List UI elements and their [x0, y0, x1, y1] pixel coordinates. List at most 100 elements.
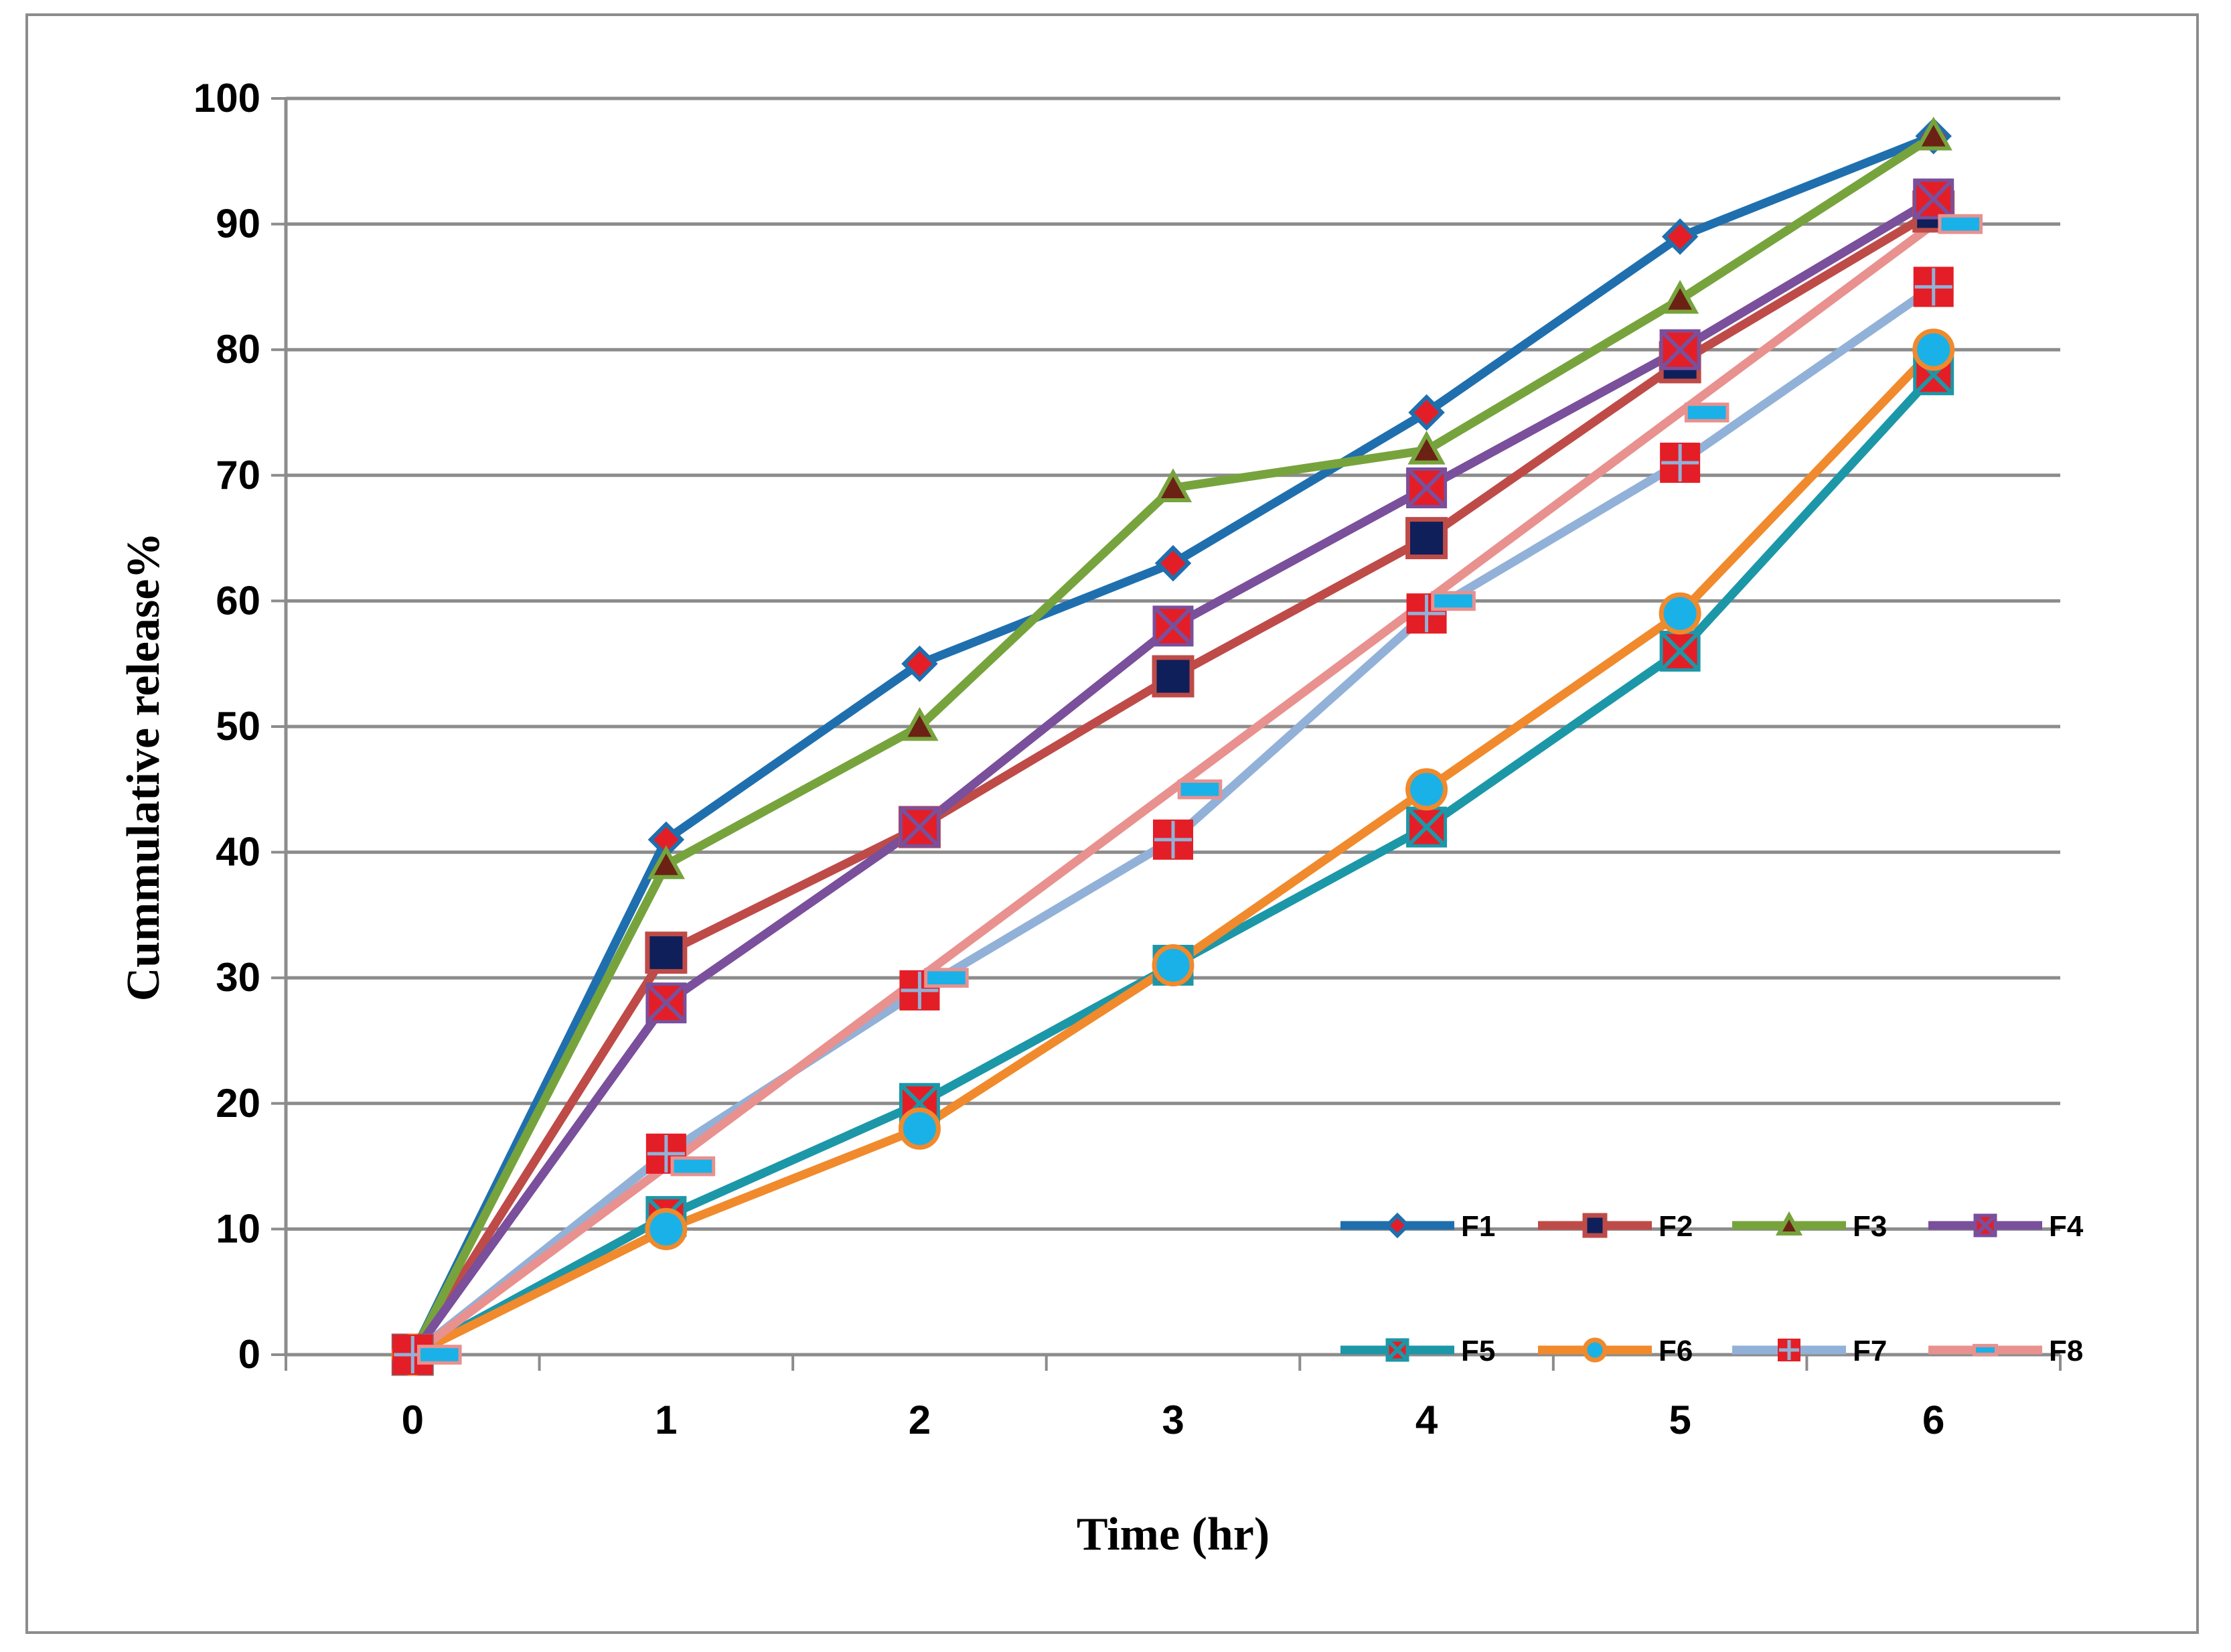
y-tick-label: 40: [216, 830, 260, 875]
data-point-F6-3: [1152, 944, 1195, 986]
series-line-F5: [408, 370, 1938, 1359]
series-markers-F4: [392, 178, 1954, 1375]
data-point-F3-6: [1914, 117, 1952, 151]
series-markers-F5: [392, 354, 1954, 1375]
data-point-F3-5: [1661, 279, 1699, 314]
data-point-F1-3: [1154, 544, 1192, 582]
data-point-F2-3: [1152, 655, 1195, 698]
x-tick-label: 3: [1162, 1398, 1184, 1442]
data-point-F6-5: [1659, 592, 1701, 635]
data-point-F8-1: [670, 1156, 716, 1177]
legend-marker-F3: [1775, 1211, 1803, 1235]
data-point-F6-2: [898, 1107, 941, 1150]
data-point-F3-3: [1154, 468, 1193, 502]
legend-item-F3: F3: [1732, 1210, 1887, 1243]
data-point-F8-6: [1938, 214, 1983, 234]
y-tick-label: 70: [216, 453, 260, 498]
legend-marker-F7: [1778, 1339, 1800, 1361]
series-markers: [391, 117, 1983, 1376]
data-point-F5-4-cross-b: [1406, 806, 1447, 848]
x-tick-label: 6: [1922, 1398, 1944, 1442]
data-point-F4-1: [645, 982, 687, 1024]
data-point-F6-6: [1912, 328, 1955, 371]
data-point-F4-5: [1659, 329, 1701, 370]
legend-marker-F2: [1582, 1213, 1608, 1238]
data-point-F6-1: [645, 1207, 688, 1250]
data-point-F3-1: [647, 845, 685, 879]
data-point-F4-5-cross-b: [1660, 329, 1701, 370]
data-point-F5-5-cross-b: [1660, 631, 1701, 672]
data-point-F4-6: [1913, 178, 1954, 220]
y-tick-label: 90: [216, 202, 260, 246]
legend-label-F5: F5: [1461, 1335, 1495, 1367]
y-tick-label: 60: [216, 578, 260, 623]
x-tick-label: 2: [909, 1398, 931, 1442]
y-tick-label: 50: [216, 704, 260, 749]
legend-label-F7: F7: [1853, 1335, 1887, 1367]
legend-marker-F4: [1973, 1213, 1997, 1237]
legend-item-F8: F8: [1928, 1335, 2083, 1367]
y-tick-label: 80: [216, 327, 260, 372]
axes: [271, 97, 2062, 1371]
data-point-F7-3: [1153, 819, 1193, 860]
data-point-F3-4: [1407, 431, 1446, 465]
data-point-F4-6-cross-b: [1913, 178, 1954, 220]
data-point-F1-2: [901, 645, 938, 682]
data-point-F4-4: [1406, 467, 1448, 509]
data-point-F8-2: [924, 968, 969, 988]
data-point-F4-4-cross-b: [1406, 467, 1447, 508]
legend-marker-F6: [1582, 1337, 1608, 1363]
x-axis-title: Time (hr): [1077, 1509, 1270, 1560]
legend-item-F6: F6: [1538, 1335, 1693, 1367]
legend-label-F4: F4: [2049, 1210, 2084, 1243]
legend-label-F1: F1: [1461, 1210, 1495, 1243]
series-markers-F6: [391, 328, 1955, 1376]
legend-marker-F4-cross-b: [1973, 1213, 1997, 1237]
x-tick-label: 4: [1415, 1398, 1438, 1442]
gridlines: [286, 96, 2060, 1231]
series-lines: [408, 131, 1938, 1359]
data-point-F4-3-cross-b: [1152, 605, 1194, 647]
data-point-F8-4: [1431, 591, 1476, 611]
series-line-F8: [408, 220, 1938, 1359]
legend-label-F3: F3: [1853, 1210, 1887, 1243]
data-point-F3-2: [901, 706, 939, 741]
data-point-F5-5: [1659, 630, 1701, 672]
y-tick-label: 0: [238, 1332, 260, 1377]
data-point-F1-5: [1661, 218, 1699, 255]
data-point-F8-0: [416, 1345, 462, 1365]
data-point-F4-1-cross-b: [645, 982, 686, 1023]
data-point-F5-4: [1406, 806, 1448, 848]
legend-marker-F1: [1384, 1212, 1411, 1239]
data-point-F1-4: [1408, 394, 1445, 431]
data-point-F4-3: [1152, 605, 1194, 647]
data-point-F8-3: [1177, 779, 1223, 800]
tick-labels: 0 10 20 30 40 50 60 70 80 90 100 0 1 2 3 4 5 6: [194, 76, 1945, 1442]
x-tick-label: 5: [1669, 1398, 1691, 1442]
data-point-F2-1: [645, 931, 688, 974]
data-point-F6-4: [1405, 768, 1448, 811]
y-tick-label: 10: [216, 1206, 260, 1251]
y-axis-title: Cummulative release%: [118, 532, 169, 1002]
data-point-F7-5: [1660, 443, 1701, 483]
data-point-F8-5: [1684, 402, 1729, 423]
legend-label-F6: F6: [1659, 1335, 1693, 1367]
legend-label-F2: F2: [1659, 1210, 1693, 1243]
legend-marker-F5: [1385, 1338, 1409, 1362]
x-tick-label: 1: [655, 1398, 677, 1442]
legend-item-F4: F4: [1928, 1210, 2084, 1243]
y-tick-label: 100: [194, 76, 260, 121]
legend-item-F2: F2: [1538, 1210, 1693, 1243]
legend-item-F5: F5: [1340, 1335, 1495, 1367]
y-tick-label: 30: [216, 955, 260, 1000]
y-tick-label: 20: [216, 1081, 260, 1126]
legend-marker-F8: [1973, 1343, 1998, 1357]
data-point-F5-2: [899, 1083, 940, 1124]
legend-marker-F5-cross-b: [1385, 1338, 1409, 1362]
data-point-F2-4: [1405, 517, 1448, 560]
x-tick-label: 0: [402, 1398, 424, 1442]
legend-item-F7: F7: [1732, 1335, 1887, 1367]
legend-label-F8: F8: [2049, 1335, 2083, 1367]
line-chart: 0 10 20 30 40 50 60 70 80 90 100 0 1 2 3 4 5 6 F1 F2 F3 F4 F5…: [118, 76, 2084, 1560]
legend: F1 F2 F3 F4 F5 F6 F7 F8: [1340, 1210, 2084, 1367]
